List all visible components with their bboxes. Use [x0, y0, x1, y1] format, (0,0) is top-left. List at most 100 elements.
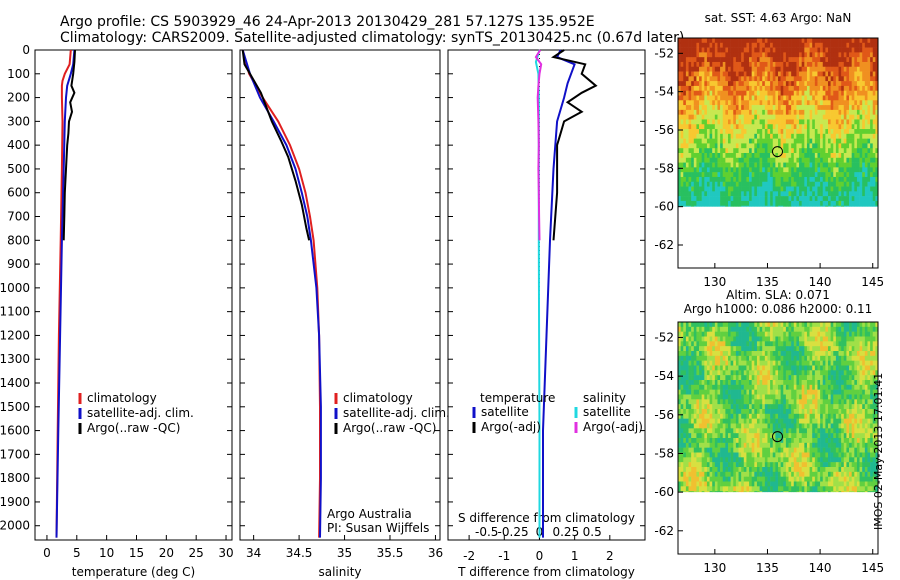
sla-map-cell [701, 355, 705, 361]
sla-map-cell [741, 423, 745, 429]
sst-map-cell [680, 61, 684, 68]
sst-map-cell [712, 143, 716, 149]
sst-map-cell [709, 133, 713, 139]
sla-map-cell [780, 423, 784, 429]
sst-map-cell [825, 47, 829, 53]
sla-map-cell [867, 380, 871, 386]
sst-map-cell [806, 95, 810, 101]
sst-map-cell [780, 200, 784, 207]
sst-map-cell [875, 181, 879, 187]
sla-map-cell [806, 341, 810, 347]
sla-map-cell [772, 394, 776, 400]
sst-map-cell [806, 85, 810, 92]
sla-map-cell [699, 418, 702, 424]
sst-map-cell [841, 38, 845, 44]
sst-map-cell [743, 109, 747, 115]
sst-map-cell [830, 114, 834, 120]
sla-map-cell [759, 413, 763, 419]
sla-map-cell [696, 447, 700, 453]
sst-map-cell [867, 191, 871, 197]
sst-map-cell [756, 186, 760, 192]
sst-map-cell [820, 133, 824, 139]
sst-map-cell [733, 153, 737, 159]
sst-map-cell [772, 205, 776, 207]
sla-map-cell [783, 384, 787, 390]
sst-map-cell [743, 129, 747, 135]
sst-map-cell [833, 76, 837, 82]
sla-map-cell [796, 322, 800, 328]
temperature-profile-ytick-label-2: 200 [7, 91, 30, 105]
sst-map-cell [699, 38, 702, 44]
sla-map-cell [741, 336, 745, 342]
sst-map-cell [854, 47, 858, 53]
sst-map-cell [688, 119, 692, 125]
sst-map-cell [864, 85, 868, 92]
sst-map-cell [788, 133, 792, 139]
sst-map-cell [696, 105, 700, 111]
sst-map-cell [725, 57, 729, 63]
sla-map-cell [812, 351, 816, 357]
sla-map-cell [806, 438, 810, 444]
sst-map-cell [793, 129, 797, 135]
sst-map-cell [720, 105, 724, 111]
sst-map-cell [775, 95, 779, 101]
sla-map-cell [772, 384, 776, 390]
sst-map-cell [780, 157, 784, 163]
sst-map-cell [822, 66, 826, 72]
sla-map-cell [767, 418, 771, 424]
sst-map-cell [722, 42, 726, 48]
sla-map-cell [867, 442, 871, 448]
sst-map-cell [849, 100, 852, 106]
sst-map-cell [822, 47, 826, 53]
sst-map-cell [756, 148, 760, 154]
sla-map-cell [720, 365, 724, 371]
sla-map-cell [720, 428, 724, 434]
sst-map-cell [772, 124, 776, 130]
sla-map-cell [817, 336, 821, 342]
sla-map-cell [767, 370, 771, 376]
sla-map-cell [780, 326, 784, 332]
sst-map-cell [678, 200, 681, 207]
sla-map-cell [812, 409, 816, 415]
sst-map-cell [796, 186, 800, 192]
sst-map-cell [680, 114, 684, 120]
sla-map-cell [775, 336, 779, 342]
sst-map-cell [688, 172, 692, 178]
sst-map-cell [693, 42, 697, 48]
sla-map-cell [843, 394, 847, 400]
sla-map-cell [809, 351, 813, 357]
sla-map-cell [709, 428, 713, 434]
sst-map-cell [767, 191, 771, 197]
sla-map-cell [828, 433, 831, 439]
sst-map-cell [838, 172, 842, 178]
sla-map-cell [783, 365, 787, 371]
sst-map-cell [733, 61, 737, 68]
sla-map-cell [817, 346, 821, 352]
sst-map-cell [678, 109, 681, 115]
sla-map-cell [712, 370, 716, 376]
sla-map-cell [872, 355, 876, 361]
sla-map-cell [864, 365, 868, 371]
sst-map-cell [754, 38, 758, 44]
sst-map-cell [843, 162, 847, 168]
sla-map-cell [783, 322, 787, 328]
sla-map-cell [683, 404, 687, 410]
sla-map-cell [746, 409, 750, 415]
sla-map-cell [809, 370, 813, 376]
sla-map-cell [691, 370, 695, 376]
sst-map-cell [767, 133, 771, 139]
sst-map-cell [814, 162, 818, 168]
sla-map-cell [785, 341, 789, 347]
sla-map-cell [678, 418, 681, 424]
sla-map-cell [872, 380, 876, 386]
sst-map-cell [704, 181, 708, 187]
sst-map-cell [793, 105, 797, 111]
sla-map-cell [780, 365, 784, 371]
sst-map-cell [696, 38, 700, 44]
sst-map-cell [717, 38, 721, 44]
sla-map-cell [685, 322, 689, 328]
sst-map-cell [725, 85, 729, 92]
sla-map-cell [696, 423, 700, 429]
sst-map-cell [862, 181, 866, 187]
sla-map-cell [793, 351, 797, 357]
